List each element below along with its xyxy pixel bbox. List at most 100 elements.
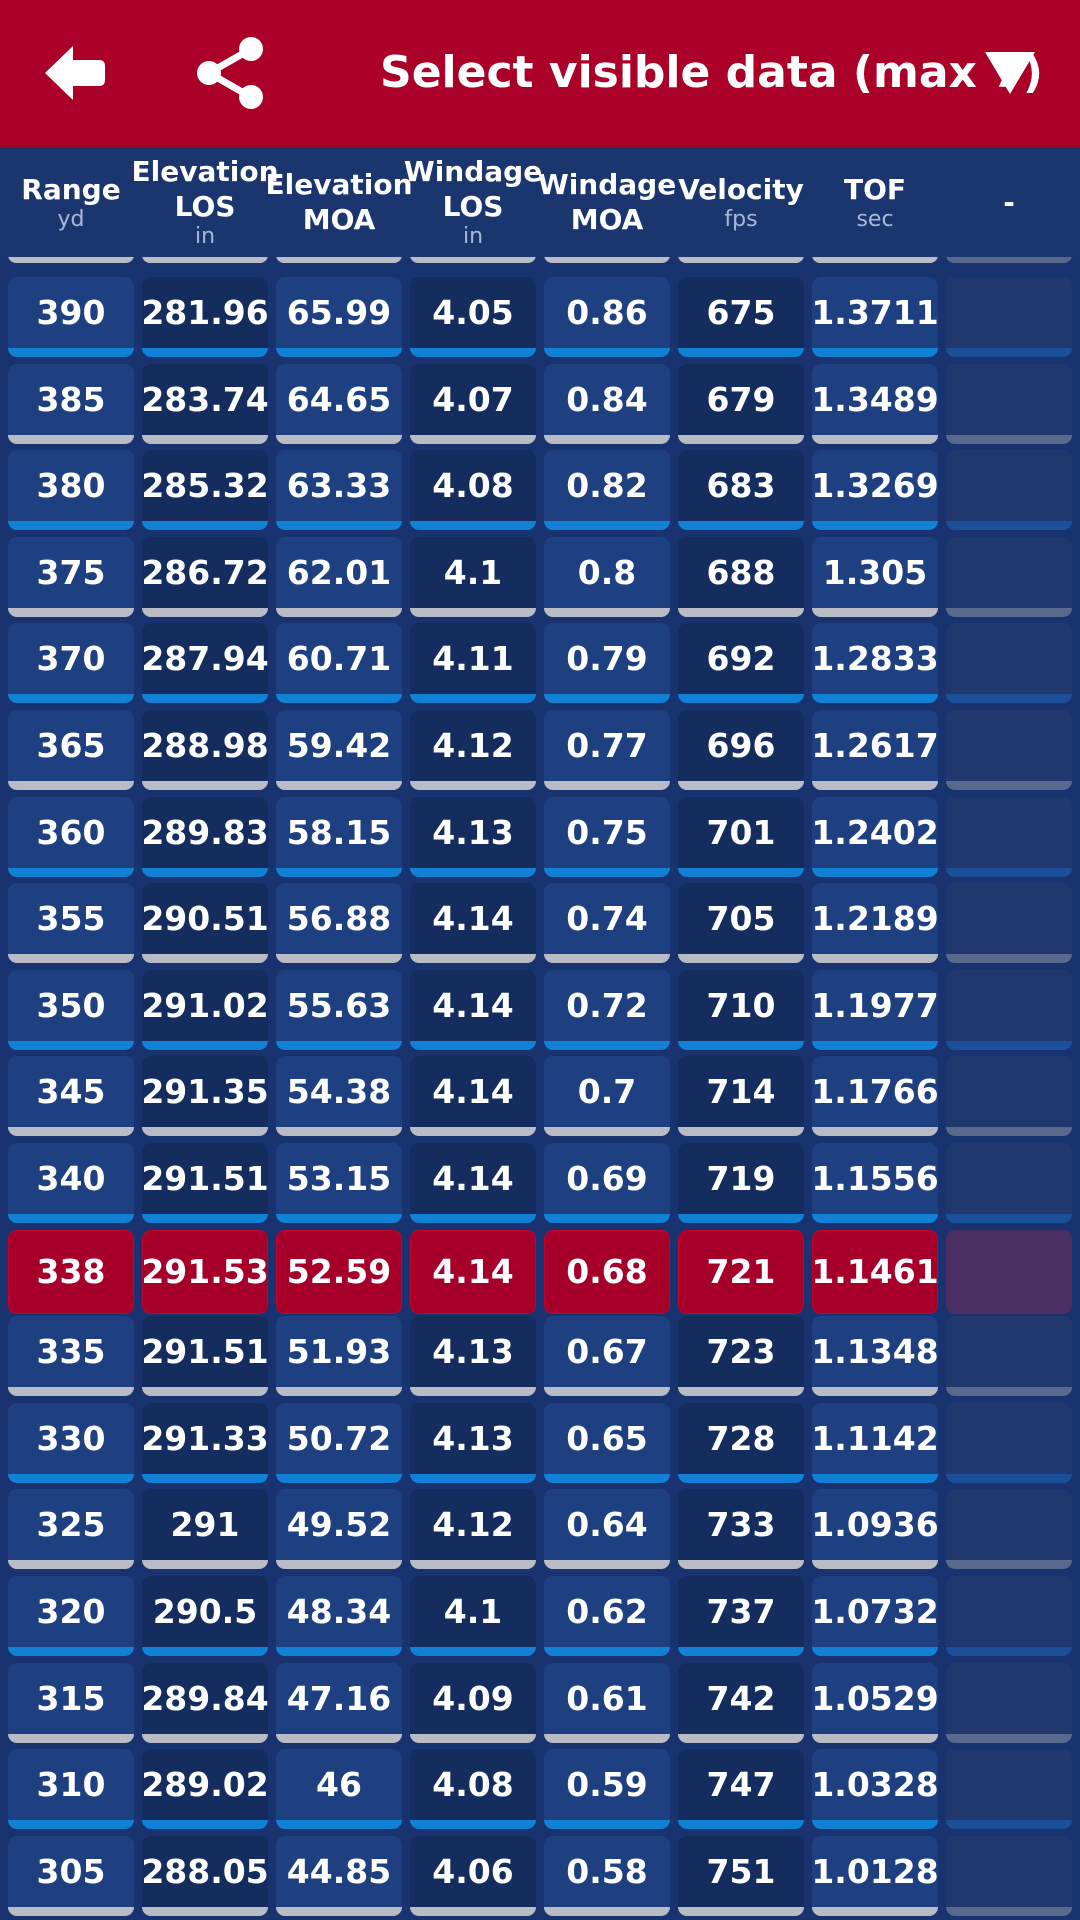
table-row[interactable]: 370 287.94 60.71 4.11 0.79 692 1.2833 <box>0 623 1080 710</box>
column-header-row: Range yd Elevation LOS in Elevation MOA Windage… <box>0 147 1080 257</box>
column-header-windage-los[interactable]: Windage LOS in <box>404 147 542 257</box>
cell-elevation-los: 290.5 <box>142 1576 268 1656</box>
cell-range: 338 <box>8 1229 134 1314</box>
column-header-label: LOS <box>442 190 504 223</box>
cell-elevation-moa: 63.33 <box>276 450 402 531</box>
cell-tof: 1.2833 <box>811 623 939 704</box>
column-header-elevation-los[interactable]: Elevation LOS in <box>132 147 279 257</box>
cell-tof: 1.1348 <box>811 1316 939 1397</box>
column-header-unit: sec <box>856 206 894 232</box>
table-row[interactable]: 345 291.35 54.38 4.14 0.7 714 1.1766 <box>0 1056 1080 1143</box>
cell-velocity: 710 <box>678 969 804 1050</box>
cell-tof: 1.1461 <box>811 1229 939 1314</box>
cell-blank <box>946 1662 1072 1743</box>
table-row[interactable]: 350 291.02 55.63 4.14 0.72 710 1.1977 <box>0 969 1080 1057</box>
table-row[interactable]: 380 285.32 63.33 4.08 0.82 683 1.3269 <box>0 450 1080 537</box>
cell-velocity: 679 <box>678 363 804 444</box>
cell-windage-moa: 0.69 <box>544 1143 670 1223</box>
cell-velocity: 675 <box>678 277 804 357</box>
table-row[interactable]: 340 291.51 53.15 4.14 0.69 719 1.1556 <box>0 1143 1080 1230</box>
cell-range: 370 <box>8 623 134 704</box>
cell-range: 380 <box>8 450 134 531</box>
cell-windage-moa: 0.58 <box>544 1835 670 1916</box>
column-header-elevation-moa[interactable]: Elevation MOA <box>266 147 413 257</box>
cell-windage-los: 4.1 <box>410 536 536 617</box>
cell-tof: 1.0529 <box>811 1662 939 1743</box>
table-row[interactable]: 315 289.84 47.16 4.09 0.61 742 1.0529 <box>0 1662 1080 1750</box>
cell-tof: 1.1142 <box>811 1402 939 1483</box>
cell-elevation-moa: 46 <box>276 1749 402 1830</box>
cell-windage-los: 4.12 <box>410 1489 536 1570</box>
cell-range: 350 <box>8 969 134 1050</box>
cell-blank <box>946 1316 1072 1397</box>
cell-range: 385 <box>8 363 134 444</box>
cell-range: 355 <box>8 883 134 964</box>
column-header-velocity[interactable]: Velocity fps <box>672 147 810 257</box>
table-row[interactable]: 335 291.51 51.93 4.13 0.67 723 1.1348 <box>0 1316 1080 1403</box>
partial-row-edge <box>812 257 938 263</box>
column-header-label: Velocity <box>678 172 804 206</box>
cell-windage-los: 4.1 <box>410 1576 536 1656</box>
table-row[interactable]: 385 283.74 64.65 4.07 0.84 679 1.3489 <box>0 363 1080 451</box>
cell-velocity: 701 <box>678 796 804 877</box>
cell-elevation-los: 291.53 <box>141 1229 269 1314</box>
table-row[interactable]: 310 289.02 46 4.08 0.59 747 1.0328 <box>0 1749 1080 1836</box>
cell-elevation-moa: 60.71 <box>276 623 402 704</box>
cell-elevation-los: 289.02 <box>141 1749 269 1830</box>
cell-range: 375 <box>8 536 134 617</box>
cell-elevation-los: 290.51 <box>141 883 269 964</box>
cell-velocity: 683 <box>678 450 804 531</box>
table-row[interactable]: 355 290.51 56.88 4.14 0.74 705 1.2189 <box>0 883 1080 970</box>
column-header-blank[interactable]: - <box>940 147 1078 257</box>
partial-row-edge <box>678 257 804 263</box>
cell-blank <box>946 450 1072 531</box>
cell-elevation-los: 283.74 <box>141 363 269 444</box>
cell-range: 360 <box>8 796 134 877</box>
cell-windage-los: 4.14 <box>410 1056 536 1137</box>
cell-range: 325 <box>8 1489 134 1570</box>
cell-velocity: 714 <box>678 1056 804 1137</box>
column-header-label: Range <box>21 172 121 206</box>
cell-elevation-moa: 47.16 <box>276 1662 402 1743</box>
cell-elevation-los: 291.33 <box>141 1402 269 1483</box>
cell-elevation-moa: 53.15 <box>276 1143 402 1223</box>
select-columns-button[interactable] <box>955 0 1065 145</box>
cell-velocity: 742 <box>678 1662 804 1743</box>
table-row[interactable]: 338 291.53 52.59 4.14 0.68 721 1.1461 <box>0 1229 1080 1317</box>
table-row[interactable]: 360 289.83 58.15 4.13 0.75 701 1.2402 <box>0 796 1080 884</box>
table-row[interactable]: 305 288.05 44.85 4.06 0.58 751 1.0128 <box>0 1835 1080 1920</box>
table-row[interactable]: 365 288.98 59.42 4.12 0.77 696 1.2617 <box>0 710 1080 797</box>
cell-tof: 1.0732 <box>811 1576 939 1656</box>
cell-tof: 1.3269 <box>811 450 939 531</box>
cell-blank <box>946 796 1072 877</box>
cell-range: 340 <box>8 1143 134 1223</box>
back-button[interactable] <box>20 0 130 145</box>
column-header-range[interactable]: Range yd <box>2 147 140 257</box>
cell-blank <box>946 969 1072 1050</box>
share-button[interactable] <box>175 0 285 145</box>
table-row[interactable]: 375 286.72 62.01 4.1 0.8 688 1.305 <box>0 536 1080 624</box>
table-row[interactable]: 390 281.96 65.99 4.05 0.86 675 1.3711 <box>0 277 1080 364</box>
cell-windage-moa: 0.65 <box>544 1402 670 1483</box>
cell-blank <box>946 710 1072 790</box>
cell-elevation-los: 291.35 <box>141 1056 269 1137</box>
cell-windage-moa: 0.62 <box>544 1576 670 1656</box>
cell-elevation-los: 291.51 <box>141 1143 269 1223</box>
cell-windage-los: 4.13 <box>410 1316 536 1397</box>
table-row[interactable]: 330 291.33 50.72 4.13 0.65 728 1.1142 <box>0 1402 1080 1490</box>
cell-blank <box>946 1749 1072 1830</box>
column-header-tof[interactable]: TOF sec <box>806 147 944 257</box>
column-header-windage-moa[interactable]: Windage MOA <box>538 147 676 257</box>
cell-elevation-los: 289.84 <box>141 1662 269 1743</box>
table-row[interactable]: 325 291 49.52 4.12 0.64 733 1.0936 <box>0 1489 1080 1576</box>
column-header-label: LOS <box>174 190 236 223</box>
cell-elevation-moa: 49.52 <box>276 1489 402 1570</box>
cell-range: 330 <box>8 1402 134 1483</box>
cell-tof: 1.0328 <box>811 1749 939 1830</box>
cell-elevation-los: 281.96 <box>141 277 269 357</box>
cell-elevation-moa: 44.85 <box>276 1835 402 1916</box>
cell-elevation-moa: 50.72 <box>276 1402 402 1483</box>
triangle-down-icon <box>985 51 1035 94</box>
cell-velocity: 696 <box>678 710 804 790</box>
table-row[interactable]: 320 290.5 48.34 4.1 0.62 737 1.0732 <box>0 1576 1080 1663</box>
